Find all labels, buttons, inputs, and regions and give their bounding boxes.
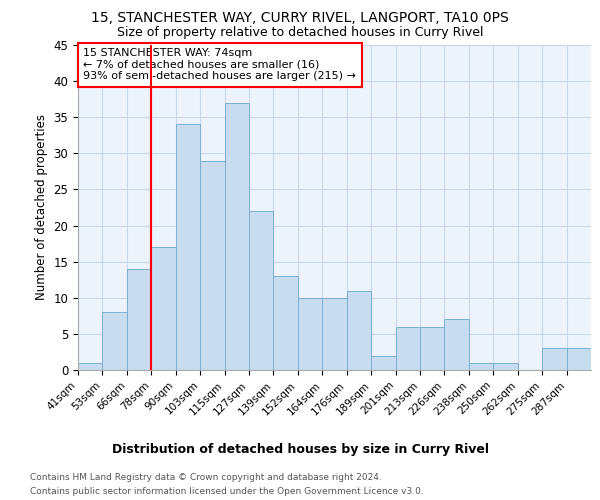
- Bar: [347, 290, 371, 370]
- Bar: [493, 363, 518, 370]
- Bar: [176, 124, 200, 370]
- Bar: [224, 103, 249, 370]
- Bar: [445, 320, 469, 370]
- Text: Size of property relative to detached houses in Curry Rivel: Size of property relative to detached ho…: [117, 26, 483, 39]
- Text: 15 STANCHESTER WAY: 74sqm
← 7% of detached houses are smaller (16)
93% of semi-d: 15 STANCHESTER WAY: 74sqm ← 7% of detach…: [83, 48, 356, 82]
- Bar: [274, 276, 298, 370]
- Bar: [566, 348, 591, 370]
- Text: Contains HM Land Registry data © Crown copyright and database right 2024.: Contains HM Land Registry data © Crown c…: [30, 472, 382, 482]
- Bar: [200, 160, 224, 370]
- Text: Distribution of detached houses by size in Curry Rivel: Distribution of detached houses by size …: [112, 442, 488, 456]
- Bar: [249, 211, 274, 370]
- Bar: [127, 269, 151, 370]
- Bar: [298, 298, 322, 370]
- Bar: [469, 363, 493, 370]
- Bar: [322, 298, 347, 370]
- Bar: [103, 312, 127, 370]
- Bar: [371, 356, 395, 370]
- Bar: [395, 326, 420, 370]
- Text: 15, STANCHESTER WAY, CURRY RIVEL, LANGPORT, TA10 0PS: 15, STANCHESTER WAY, CURRY RIVEL, LANGPO…: [91, 11, 509, 25]
- Y-axis label: Number of detached properties: Number of detached properties: [35, 114, 48, 300]
- Bar: [151, 247, 176, 370]
- Bar: [542, 348, 566, 370]
- Bar: [78, 363, 103, 370]
- Text: Contains public sector information licensed under the Open Government Licence v3: Contains public sector information licen…: [30, 488, 424, 496]
- Bar: [420, 326, 445, 370]
